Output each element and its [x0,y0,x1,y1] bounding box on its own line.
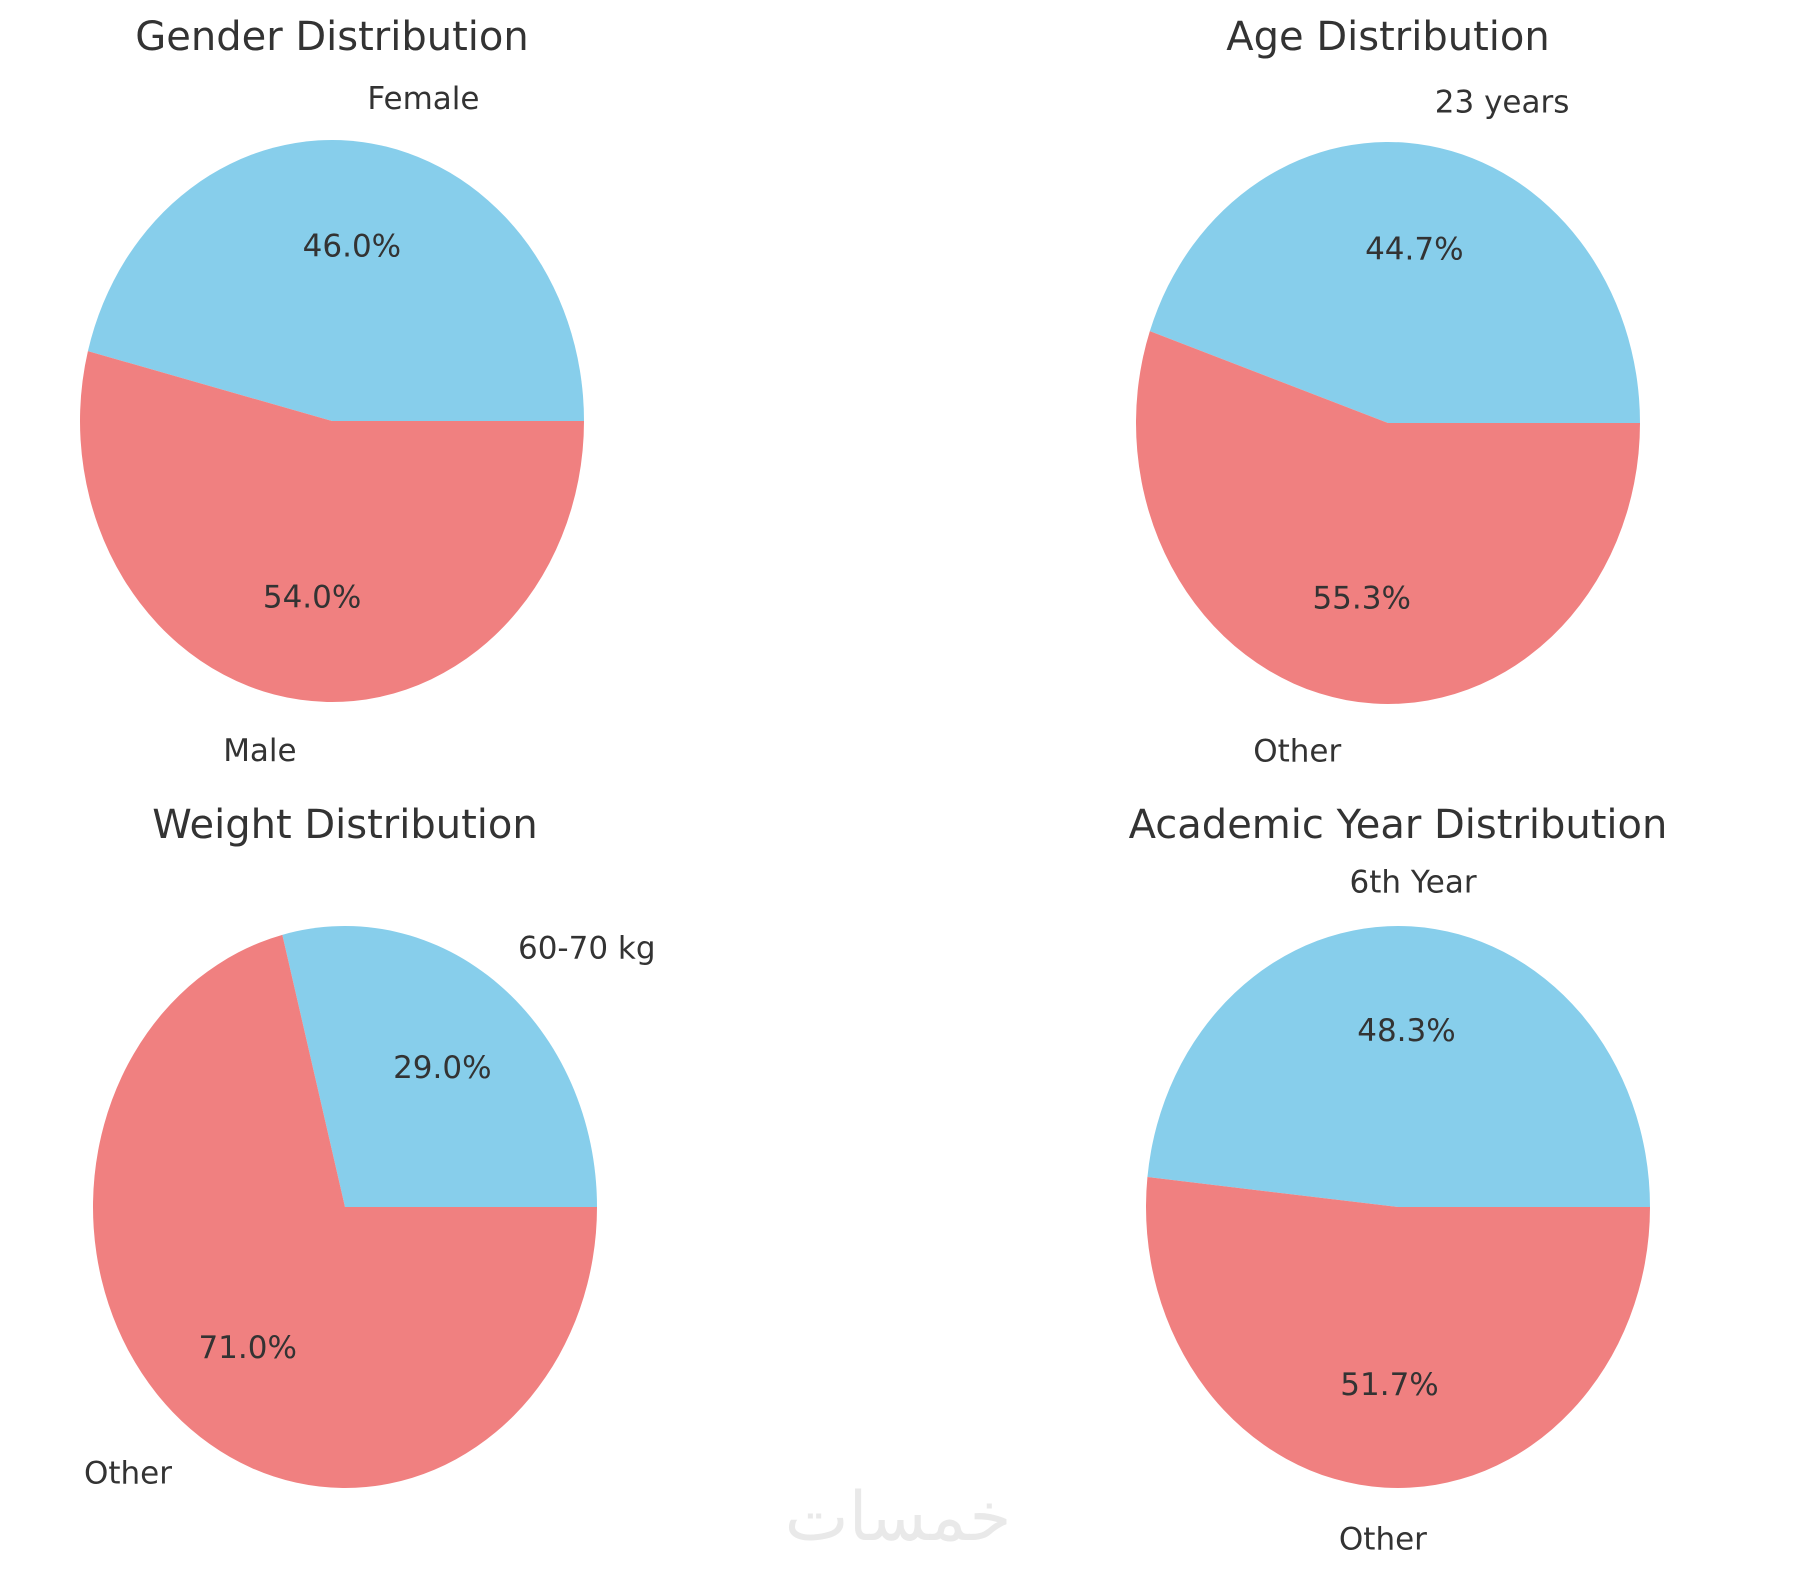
category-label-male: Male [223,733,296,769]
pie-chart-gender: 46.0% 54.0% Female Male Gender Distribut… [80,14,585,769]
category-label-6th-year: 6th Year [1350,865,1477,901]
pct-label-other-year: 51.7% [1340,1367,1438,1403]
chart-title-age: Age Distribution [1226,14,1549,60]
pie-slice-other-weight [93,934,598,1488]
pie-slice-other-year [1145,1177,1650,1488]
pie-chart-academic-year: 48.3% 51.7% 6th Year Other Academic Year… [1129,802,1668,1557]
pie-chart-weight: 29.0% 71.0% 60-70 kg Other Weight Distri… [84,802,656,1492]
category-label-female: Female [367,81,479,117]
chart-title-weight: Weight Distribution [152,802,537,848]
khamsat-watermark: خمسات [785,1478,1012,1557]
pct-label-other-age: 55.3% [1312,581,1410,617]
pie-slice-23-years [1149,141,1640,423]
chart-title-gender: Gender Distribution [135,14,528,60]
pct-label-60-70-kg: 29.0% [393,1050,491,1086]
pie-slice-60-70-kg [282,925,597,1207]
category-label-23-years: 23 years [1435,85,1570,121]
pie-slice-6th-year [1147,925,1650,1207]
category-label-other-age: Other [1253,733,1341,769]
pct-label-other-weight: 71.0% [198,1330,296,1366]
category-label-60-70-kg: 60-70 kg [518,930,656,966]
pct-label-female: 46.0% [303,228,401,264]
pct-label-6th-year: 48.3% [1357,1013,1455,1049]
pct-label-23-years: 44.7% [1365,231,1463,267]
pie-slice-other-age [1136,331,1640,705]
pie-chart-age: 44.7% 55.3% 23 years Other Age Distribut… [1136,14,1640,769]
pct-label-male: 54.0% [263,580,361,616]
category-label-other-year: Other [1339,1521,1427,1557]
pie-slice-female [87,139,584,421]
chart-title-academic-year: Academic Year Distribution [1129,802,1668,848]
pie-slice-male [80,351,585,702]
category-label-other-weight: Other [84,1456,172,1492]
